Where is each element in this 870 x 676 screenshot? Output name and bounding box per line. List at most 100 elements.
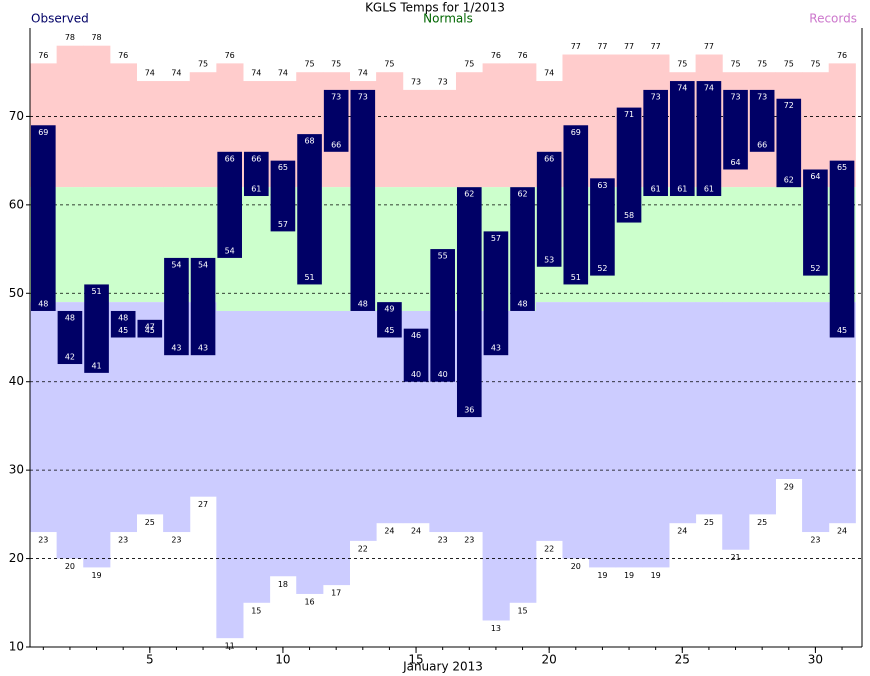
normal-band [748, 187, 776, 303]
record-low-label: 23 [438, 536, 448, 545]
observed-high-label: 65 [278, 163, 288, 172]
record-high-label: 78 [65, 33, 75, 42]
record-high-label: 76 [118, 51, 128, 60]
y-tick-label: 60 [9, 197, 24, 211]
normal-band [242, 187, 271, 311]
observed-low-label: 42 [65, 353, 75, 362]
record-high-label: 75 [757, 60, 767, 69]
observed-bar [483, 231, 509, 356]
observed-bar [723, 89, 748, 170]
observed-bar [350, 89, 376, 311]
y-tick-label: 10 [9, 640, 24, 654]
record-high-band [482, 63, 510, 188]
observed-low-label: 43 [491, 344, 501, 353]
record-low-band [269, 310, 297, 577]
record-low-label: 11 [225, 642, 235, 651]
observed-high-label: 66 [225, 154, 235, 163]
record-low-label: 17 [331, 589, 341, 598]
observed-bar [430, 249, 455, 382]
observed-high-label: 54 [171, 260, 181, 269]
record-low-band [242, 310, 271, 603]
record-low-label: 19 [597, 571, 607, 580]
x-tick-label: 30 [808, 653, 823, 667]
observed-bar [137, 319, 163, 338]
observed-bar [243, 151, 269, 197]
record-high-label: 75 [384, 60, 394, 69]
record-low-band [349, 310, 377, 541]
record-low-label: 27 [198, 500, 208, 509]
observed-high-label: 48 [118, 313, 128, 322]
record-low-label: 24 [384, 527, 394, 536]
record-low-band [296, 310, 324, 594]
observed-bar [31, 125, 56, 311]
observed-low-label: 43 [198, 344, 208, 353]
record-low-band [562, 302, 590, 559]
observed-high-label: 73 [730, 92, 740, 101]
observed-low-label: 43 [171, 344, 181, 353]
observed-high-label: 68 [304, 137, 314, 146]
record-low-label: 24 [837, 527, 847, 536]
chart-title: KGLS Temps for 1/2013 [365, 1, 505, 15]
legend-normals: Normals [423, 12, 473, 26]
observed-low-label: 40 [411, 370, 421, 379]
record-low-band [30, 302, 58, 533]
normal-band [322, 187, 350, 311]
normal-band [642, 187, 670, 303]
y-tick-label: 30 [9, 463, 24, 477]
observed-low-label: 61 [677, 185, 687, 194]
observed-high-label: 54 [198, 260, 208, 269]
record-high-label: 76 [837, 51, 847, 60]
record-high-label: 74 [145, 69, 155, 78]
record-low-band [216, 310, 244, 639]
observed-high-label: 55 [438, 252, 448, 261]
record-high-label: 75 [784, 60, 794, 69]
observed-bar [297, 134, 322, 285]
y-tick-label: 40 [9, 374, 24, 388]
observed-bar [270, 160, 296, 232]
record-low-label: 23 [118, 536, 128, 545]
observed-high-label: 69 [38, 128, 48, 137]
record-high-band [402, 89, 430, 188]
observed-bar [510, 187, 535, 311]
record-high-band [429, 89, 457, 188]
observed-high-label: 51 [91, 287, 101, 296]
observed-high-label: 66 [251, 154, 261, 163]
record-high-band [455, 72, 484, 188]
observed-bar [323, 89, 349, 152]
observed-bar [776, 98, 802, 188]
normal-band [695, 187, 723, 303]
record-low-label: 22 [358, 544, 368, 553]
observed-low-label: 64 [730, 158, 740, 167]
observed-low-label: 61 [704, 185, 714, 194]
observed-low-label: 54 [225, 246, 235, 255]
observed-low-label: 52 [597, 264, 607, 273]
record-low-band [322, 310, 350, 586]
observed-low-label: 52 [810, 264, 820, 273]
record-low-label: 25 [757, 518, 767, 527]
observed-low-label: 61 [651, 185, 661, 194]
record-high-band [509, 63, 537, 188]
record-high-band [376, 72, 404, 188]
observed-high-label: 73 [358, 92, 368, 101]
observed-high-label: 57 [491, 234, 501, 243]
record-low-label: 19 [651, 571, 661, 580]
record-high-label: 73 [438, 77, 448, 86]
observed-high-label: 62 [464, 190, 474, 199]
observed-bar [164, 257, 189, 356]
record-high-band [802, 72, 830, 188]
observed-high-label: 74 [677, 84, 687, 93]
legend-observed: Observed [31, 12, 89, 26]
observed-low-label: 66 [757, 140, 767, 149]
observed-high-label: 69 [571, 128, 581, 137]
record-low-label: 20 [571, 562, 581, 571]
x-tick-label: 15 [408, 653, 423, 667]
record-low-band [748, 302, 776, 515]
x-tick-label: 25 [675, 653, 690, 667]
legend-records: Records [809, 12, 857, 26]
record-low-band [509, 310, 537, 603]
observed-high-label: 73 [757, 92, 767, 101]
record-high-label: 75 [810, 60, 820, 69]
observed-low-label: 48 [517, 299, 527, 308]
observed-high-label: 62 [517, 190, 527, 199]
